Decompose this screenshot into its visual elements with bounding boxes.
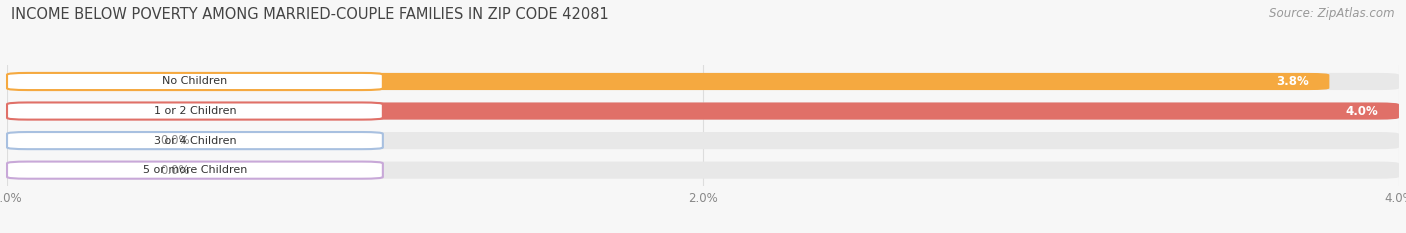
FancyBboxPatch shape: [7, 161, 132, 179]
FancyBboxPatch shape: [7, 161, 382, 179]
FancyBboxPatch shape: [7, 73, 1330, 90]
FancyBboxPatch shape: [7, 132, 382, 149]
Text: Source: ZipAtlas.com: Source: ZipAtlas.com: [1270, 7, 1395, 20]
FancyBboxPatch shape: [7, 132, 1399, 149]
Text: 3.8%: 3.8%: [1275, 75, 1309, 88]
FancyBboxPatch shape: [7, 73, 1399, 90]
Text: No Children: No Children: [162, 76, 228, 86]
Text: 3 or 4 Children: 3 or 4 Children: [153, 136, 236, 146]
FancyBboxPatch shape: [7, 103, 382, 120]
Text: INCOME BELOW POVERTY AMONG MARRIED-COUPLE FAMILIES IN ZIP CODE 42081: INCOME BELOW POVERTY AMONG MARRIED-COUPL…: [11, 7, 609, 22]
FancyBboxPatch shape: [7, 161, 1399, 179]
Text: 5 or more Children: 5 or more Children: [143, 165, 247, 175]
Text: 0.0%: 0.0%: [160, 134, 190, 147]
FancyBboxPatch shape: [7, 103, 1399, 120]
Text: 0.0%: 0.0%: [160, 164, 190, 177]
Text: 1 or 2 Children: 1 or 2 Children: [153, 106, 236, 116]
FancyBboxPatch shape: [7, 103, 1399, 120]
Text: 4.0%: 4.0%: [1346, 105, 1378, 117]
FancyBboxPatch shape: [7, 132, 132, 149]
FancyBboxPatch shape: [7, 73, 382, 90]
